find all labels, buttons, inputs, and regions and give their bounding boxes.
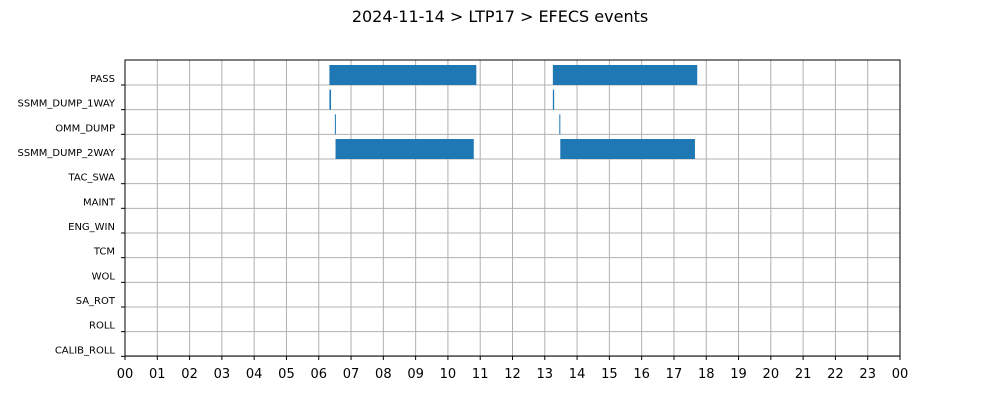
x-tick-label: 21	[795, 367, 812, 382]
y-axis: PASS SSMM_DUMP_1WAY OMM_DUMP SSMM_DUMP_2WAY…	[17, 74, 125, 357]
x-tick-label: 04	[246, 367, 263, 382]
y-tick-label: WOL	[92, 271, 116, 282]
x-tick-label: 05	[278, 367, 295, 382]
x-tick-label: 20	[763, 367, 780, 382]
grid-lines	[124, 60, 901, 357]
event-bar	[329, 65, 477, 85]
x-tick-label: 02	[181, 367, 198, 382]
x-tick-label: 23	[859, 367, 876, 382]
event-bar	[334, 114, 336, 135]
event-bar	[559, 114, 561, 135]
x-tick-label: 00	[892, 367, 909, 382]
x-tick-label: 01	[149, 367, 166, 382]
x-axis: 00 01 02 03 04 05 06 07 08 09 10 11 12 13 14 15 16 17 18 19…	[117, 356, 909, 382]
x-tick-label: 00	[117, 367, 134, 382]
y-tick-label: ENG_WIN	[68, 222, 115, 233]
x-tick-label: 18	[698, 367, 715, 382]
x-tick-label: 14	[569, 367, 586, 382]
x-tick-label: 19	[730, 367, 747, 382]
y-tick-label: OMM_DUMP	[55, 123, 115, 134]
event-bars	[329, 65, 698, 159]
event-bar	[329, 89, 332, 110]
y-tick-label: TAC_SWA	[67, 173, 115, 184]
event-bar	[335, 139, 474, 159]
x-tick-label: 03	[214, 367, 231, 382]
y-tick-label: CALIB_ROLL	[55, 345, 116, 356]
x-tick-label: 12	[504, 367, 521, 382]
chart-title: 2024-11-14 > LTP17 > EFECS events	[352, 7, 648, 26]
x-tick-label: 10	[440, 367, 457, 382]
x-tick-label: 06	[310, 367, 327, 382]
x-tick-label: 07	[343, 367, 360, 382]
x-tick-label: 13	[537, 367, 554, 382]
x-tick-label: 22	[827, 367, 844, 382]
event-bar	[560, 139, 695, 159]
y-tick-label: PASS	[90, 74, 115, 85]
x-tick-label: 16	[633, 367, 650, 382]
x-tick-label: 17	[666, 367, 683, 382]
x-tick-label: 15	[601, 367, 618, 382]
y-tick-label: TCM	[93, 247, 115, 258]
y-tick-label: MAINT	[83, 197, 116, 208]
y-tick-label: ROLL	[89, 321, 115, 332]
y-tick-label: SSMM_DUMP_2WAY	[17, 148, 115, 159]
x-tick-label: 08	[375, 367, 392, 382]
y-tick-label: SSMM_DUMP_1WAY	[17, 99, 115, 110]
x-tick-label: 09	[407, 367, 424, 382]
x-tick-label: 11	[472, 367, 489, 382]
y-tick-label: SA_ROT	[76, 296, 116, 307]
event-bar	[552, 89, 555, 110]
event-bar	[552, 65, 698, 85]
